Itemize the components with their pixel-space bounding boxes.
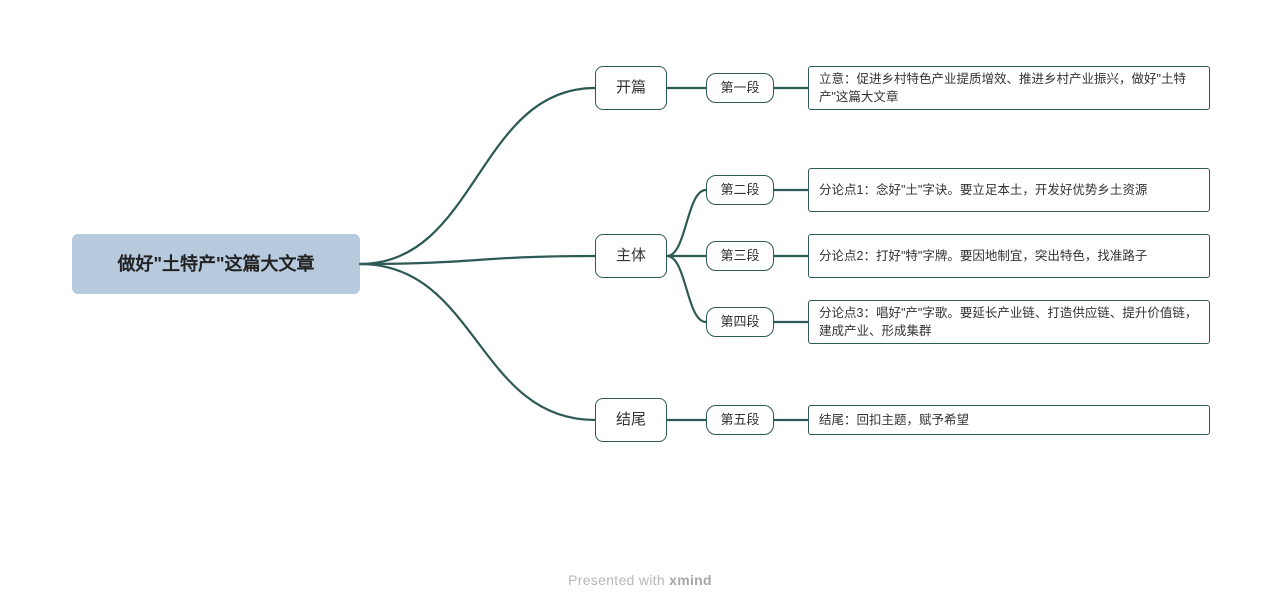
para-node-p2: 第二段 [706,175,774,205]
detail-node-d3: 分论点2：打好"特"字牌。要因地制宜，突出特色，找准路子 [808,234,1210,278]
para-node-p5: 第五段 [706,405,774,435]
detail-node-d2-label: 分论点1：念好"土"字诀。要立足本土，开发好优势乡土资源 [819,181,1147,199]
footer-prefix: Presented with [568,572,669,588]
section-node-s2: 主体 [595,234,667,278]
detail-node-d4: 分论点3：唱好"产"字歌。要延长产业链、打造供应链、提升价值链，建成产业、形成集… [808,300,1210,344]
para-node-p1: 第一段 [706,73,774,103]
detail-node-d5-label: 结尾：回扣主题，赋予希望 [819,411,969,429]
mindmap-root-node: 做好"土特产"这篇大文章 [72,234,360,294]
para-node-p1-label: 第一段 [720,79,759,98]
para-node-p3: 第三段 [706,241,774,271]
section-node-s3-label: 结尾 [616,409,646,431]
footer-brand: xmind [669,572,712,588]
para-node-p3-label: 第三段 [720,247,759,266]
para-node-p4-label: 第四段 [720,313,759,332]
para-node-p2-label: 第二段 [720,181,759,200]
detail-node-d2: 分论点1：念好"土"字诀。要立足本土，开发好优势乡土资源 [808,168,1210,212]
section-node-s3: 结尾 [595,398,667,442]
section-node-s1: 开篇 [595,66,667,110]
para-node-p4: 第四段 [706,307,774,337]
detail-node-d5: 结尾：回扣主题，赋予希望 [808,405,1210,435]
detail-node-d4-label: 分论点3：唱好"产"字歌。要延长产业链、打造供应链、提升价值链，建成产业、形成集… [819,304,1199,340]
detail-node-d1-label: 立意：促进乡村特色产业提质增效、推进乡村产业振兴，做好"土特产"这篇大文章 [819,70,1199,106]
detail-node-d3-label: 分论点2：打好"特"字牌。要因地制宜，突出特色，找准路子 [819,247,1147,265]
footer-attribution: Presented with xmind [0,572,1280,588]
para-node-p5-label: 第五段 [720,411,759,430]
section-node-s1-label: 开篇 [616,77,646,99]
section-node-s2-label: 主体 [616,245,646,267]
detail-node-d1: 立意：促进乡村特色产业提质增效、推进乡村产业振兴，做好"土特产"这篇大文章 [808,66,1210,110]
root-label: 做好"土特产"这篇大文章 [117,251,314,277]
